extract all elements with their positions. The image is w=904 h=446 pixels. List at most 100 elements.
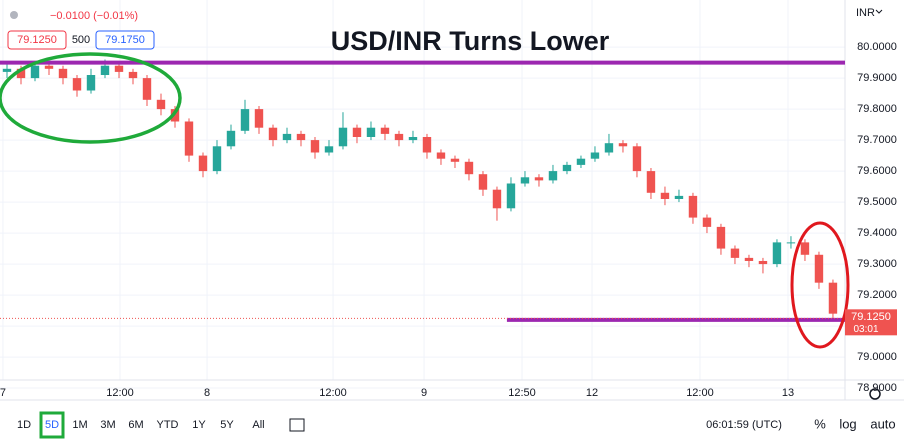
candle-body <box>142 78 152 100</box>
range-button[interactable]: 1D <box>17 419 31 431</box>
candle-body <box>268 127 278 141</box>
candle-body <box>408 136 418 141</box>
y-tick-label: 78.9000 <box>857 382 897 394</box>
candle-body <box>212 146 222 172</box>
candle-body <box>758 260 768 265</box>
calendar-icon[interactable] <box>289 418 305 432</box>
candle-body <box>562 164 572 172</box>
status-dot <box>10 11 18 19</box>
y-tick-label: 79.3000 <box>857 258 897 270</box>
candle-body <box>128 71 138 79</box>
candle-body <box>702 217 712 227</box>
candle-body <box>604 143 614 153</box>
bid: 79.1250 <box>17 34 57 46</box>
candle-body <box>254 109 264 128</box>
countdown: 03:01 <box>853 324 878 335</box>
candle-body <box>632 146 642 172</box>
candle-body <box>646 171 656 193</box>
x-tick-label: 12:00 <box>319 387 347 399</box>
settings-icon[interactable] <box>869 388 881 400</box>
bid-box[interactable] <box>7 30 67 50</box>
x-tick-label: 9 <box>421 387 427 399</box>
range-button[interactable]: 3M <box>100 419 115 431</box>
candle-body <box>478 174 488 190</box>
candle-body <box>422 136 432 153</box>
x-tick-label: 12 <box>586 387 598 399</box>
candle-body <box>772 242 782 265</box>
scale-option[interactable]: % <box>814 416 826 431</box>
ask-box[interactable] <box>95 30 155 50</box>
candle-body <box>156 99 166 110</box>
candle-body <box>688 195 698 218</box>
y-tick-label: 79.2000 <box>857 289 897 301</box>
candle-body <box>744 257 754 261</box>
candle-body <box>380 127 390 134</box>
candles <box>2 59 838 320</box>
candle-body <box>184 121 194 156</box>
candle-body <box>590 152 600 159</box>
last-price-box <box>845 309 897 336</box>
y-tick-label: 79.7000 <box>857 134 897 146</box>
x-tick-label: 8 <box>204 387 210 399</box>
grid <box>0 0 845 389</box>
candle-body <box>506 183 516 209</box>
candle-body <box>30 65 40 79</box>
candle-body <box>814 254 824 283</box>
candle-body <box>352 127 362 137</box>
range-button[interactable]: All <box>252 419 264 431</box>
scale-option[interactable]: log <box>839 416 856 431</box>
candle-body <box>492 189 502 209</box>
y-tick-label: 79.9000 <box>857 72 897 84</box>
candle-body <box>660 192 670 199</box>
toolbar: 1D 5D 1M 3M 6M YTD 1Y 5Y All% log auto <box>17 411 896 439</box>
y-tick-label: 79.6000 <box>857 165 897 177</box>
candle-body <box>100 65 110 76</box>
candle-body <box>226 130 236 147</box>
x-tick-label: 12:00 <box>106 387 134 399</box>
highlight-ellipse <box>0 52 182 144</box>
y-tick-label: 80.0000 <box>857 41 897 53</box>
candle-body <box>114 65 124 72</box>
candle-body <box>618 143 628 147</box>
candle-body <box>674 195 684 199</box>
range-button[interactable]: 5D <box>45 419 59 431</box>
x-tick-label: 7 <box>0 387 6 399</box>
dropdown-icon[interactable] <box>875 9 883 14</box>
clock: 06:01:59 (UTC) <box>706 419 782 431</box>
candle-body <box>548 171 558 181</box>
candle-body <box>450 158 460 162</box>
candle-body <box>366 127 376 137</box>
candle-body <box>310 140 320 153</box>
candle-body <box>464 161 474 175</box>
candle-body <box>730 248 740 258</box>
spread: 500 <box>72 34 90 46</box>
range-button[interactable]: 1M <box>72 419 87 431</box>
candle-body <box>520 177 530 184</box>
candle-body <box>576 158 586 165</box>
x-tick-label: 12:00 <box>686 387 714 399</box>
y-tick-label: 79.8000 <box>857 103 897 115</box>
chart-title: USD/INR Turns Lower <box>331 26 610 56</box>
y-tick-label: 79.0000 <box>857 351 897 363</box>
candle-body <box>72 78 82 91</box>
x-tick-label: 12:50 <box>508 387 536 399</box>
candle-body <box>16 68 26 79</box>
range-button[interactable]: 6M <box>128 419 143 431</box>
x-tick-label: 13 <box>782 387 794 399</box>
candle-body <box>282 133 292 141</box>
candle-body <box>2 68 12 72</box>
candle-body <box>198 155 208 172</box>
range-button[interactable]: YTD <box>157 419 179 431</box>
ask: 79.1750 <box>105 34 145 46</box>
candle-body <box>786 242 796 244</box>
last-price: 79.1250 <box>851 311 891 323</box>
candle-body <box>296 133 306 141</box>
range-button[interactable]: 1Y <box>192 419 206 431</box>
scale-option[interactable]: auto <box>870 416 895 431</box>
candle-body <box>86 75 96 91</box>
range-button[interactable]: 5Y <box>220 419 234 431</box>
candle-body <box>394 133 404 141</box>
candle-body <box>240 109 250 131</box>
